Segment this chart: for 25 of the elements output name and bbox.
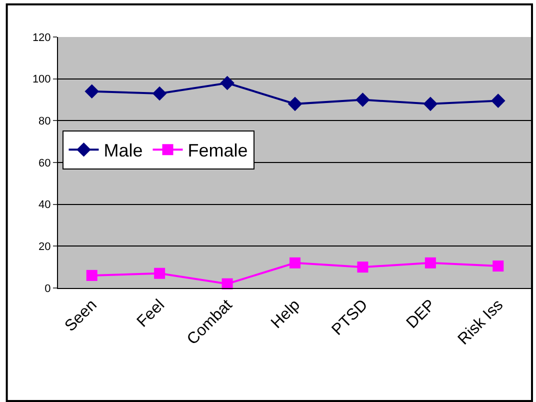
y-tick-label: 100	[32, 74, 51, 86]
legend-label: Female	[188, 140, 248, 161]
point	[492, 260, 504, 272]
y-tick-label: 80	[38, 116, 51, 128]
point	[220, 76, 234, 90]
point	[424, 257, 436, 268]
y-tick-label: 40	[38, 199, 51, 212]
legend-label: Male	[104, 140, 143, 161]
point	[154, 268, 166, 279]
y-tick-label: 60	[38, 157, 51, 170]
point	[290, 257, 300, 268]
point	[423, 96, 438, 112]
point	[152, 86, 167, 101]
y-tick-label: 120	[32, 32, 51, 44]
point	[356, 92, 370, 107]
point	[490, 94, 506, 108]
y-tick-label: 20	[38, 241, 51, 254]
x-tick-label: Risk Iss	[455, 296, 507, 348]
point	[288, 96, 302, 112]
point	[222, 278, 233, 290]
y-tick-label: 0	[44, 282, 51, 295]
x-tick-label: Help	[268, 296, 304, 332]
point	[84, 84, 100, 99]
point	[357, 262, 368, 273]
point	[86, 270, 98, 281]
